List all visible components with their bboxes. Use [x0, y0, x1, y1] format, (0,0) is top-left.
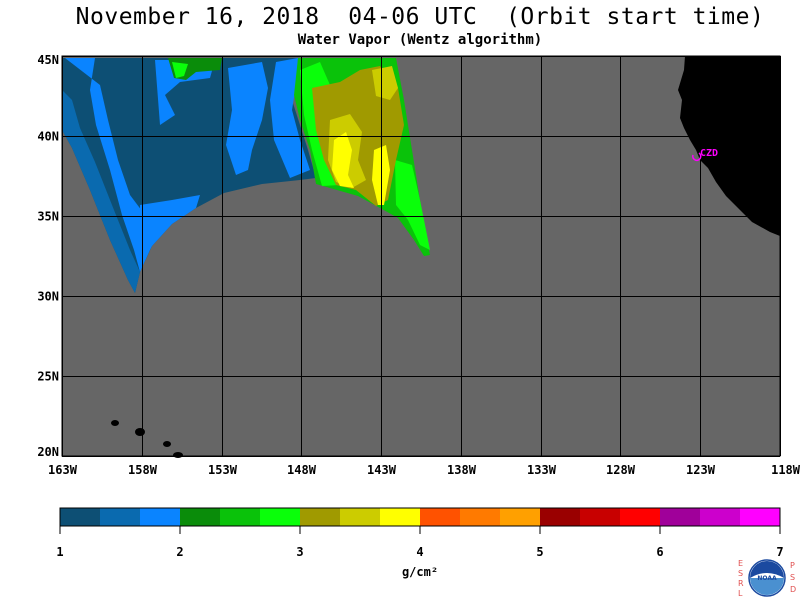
- svg-text:S: S: [790, 573, 795, 582]
- lon-label: 163W: [48, 463, 78, 477]
- colorbar-swatch: [660, 508, 701, 526]
- swath-band-bright-green-2: [395, 160, 430, 250]
- colorbar-tick-label: 5: [536, 545, 543, 559]
- lat-label: 45N: [37, 53, 59, 67]
- svg-text:P: P: [790, 561, 795, 570]
- colorbar-swatch: [140, 508, 181, 526]
- lon-label: 123W: [686, 463, 716, 477]
- svg-text:E: E: [738, 559, 743, 568]
- psd-letters: P S D: [790, 561, 796, 594]
- swath-band-light-blue-5: [140, 195, 200, 246]
- swath-band-lime-top: [172, 62, 188, 78]
- map-subtitle: Water Vapor (Wentz algorithm): [297, 32, 543, 48]
- colorbar-swatch: [220, 508, 261, 526]
- latitude-labels: 45N 40N 35N 30N 25N 20N: [37, 53, 59, 459]
- lon-label: 133W: [527, 463, 557, 477]
- colorbar-tick-label: 4: [416, 545, 423, 559]
- colorbar-tick-label: 2: [176, 545, 183, 559]
- esrl-letters: E S R L: [738, 559, 744, 598]
- lon-label: 148W: [287, 463, 317, 477]
- colorbar-swatch: [740, 508, 781, 526]
- svg-text:L: L: [738, 589, 743, 598]
- lat-label: 30N: [37, 290, 59, 304]
- noaa-esrl-psd-logo: E S R L NOAA P S D: [738, 559, 796, 598]
- island-kauai: [111, 420, 119, 426]
- czd-station-marker: CZD: [692, 148, 718, 162]
- colorbar-swatch: [300, 508, 341, 526]
- colorbar-swatch: [700, 508, 741, 526]
- lat-label: 35N: [37, 210, 59, 224]
- colorbar-tick-label: 6: [656, 545, 663, 559]
- colorbar-swatch: [580, 508, 621, 526]
- swath-band-light-blue-4: [270, 58, 310, 178]
- noaa-text: NOAA: [757, 575, 777, 582]
- swath-band-yellow-olive-2: [372, 66, 398, 100]
- lon-label: 143W: [367, 463, 397, 477]
- svg-text:R: R: [738, 579, 744, 588]
- swath-band-light-blue: [65, 58, 160, 272]
- colorbar-swatch: [380, 508, 421, 526]
- colorbar-swatch: [620, 508, 661, 526]
- swath-band-medium-blue: [62, 90, 140, 293]
- island-maui: [163, 441, 171, 447]
- svg-text:S: S: [738, 569, 743, 578]
- california-coast-land: [678, 56, 780, 236]
- swath-band-light-blue-2: [155, 60, 215, 125]
- lat-label: 25N: [37, 370, 59, 384]
- map-border: [61, 55, 781, 457]
- colorbar-swatch: [340, 508, 381, 526]
- colorbar: [59, 507, 781, 527]
- noaa-seal: NOAA: [748, 559, 786, 597]
- colorbar-tick-label: 1: [56, 545, 63, 559]
- colorbar-tick-label: 3: [296, 545, 303, 559]
- map-title: November 16, 2018 04-06 UTC (Orbit start…: [75, 4, 765, 30]
- colorbar-swatch: [60, 508, 101, 526]
- colorbar-tick-labels: 1 2 3 4 5 6 7: [56, 526, 784, 559]
- swath-band-light-blue-3: [226, 62, 268, 175]
- colorbar-tick-label: 7: [776, 545, 783, 559]
- colorbar-unit: g/cm²: [402, 565, 438, 579]
- lon-label: 153W: [208, 463, 238, 477]
- colorbar-swatch: [420, 508, 461, 526]
- lon-label: 158W: [128, 463, 158, 477]
- colorbar-swatch: [500, 508, 541, 526]
- lat-label: 20N: [37, 445, 59, 459]
- colorbar-swatch: [180, 508, 221, 526]
- island-oahu: [135, 428, 145, 436]
- colorbar-swatch: [460, 508, 501, 526]
- colorbar-swatch: [540, 508, 581, 526]
- svg-text:D: D: [790, 585, 796, 594]
- lat-label: 40N: [37, 130, 59, 144]
- colorbar-swatch: [260, 508, 301, 526]
- colorbar-swatch: [100, 508, 141, 526]
- station-label: CZD: [700, 148, 718, 159]
- island-hawaii: [173, 452, 183, 458]
- lon-label: 128W: [606, 463, 636, 477]
- lon-label: 138W: [447, 463, 477, 477]
- lon-label: 118W: [771, 463, 800, 477]
- longitude-labels: 163W 158W 153W 148W 143W 138W 133W 128W 123W 118W: [48, 463, 800, 477]
- swath-band-yellow: [332, 132, 354, 188]
- station-marker-symbol: [692, 152, 702, 162]
